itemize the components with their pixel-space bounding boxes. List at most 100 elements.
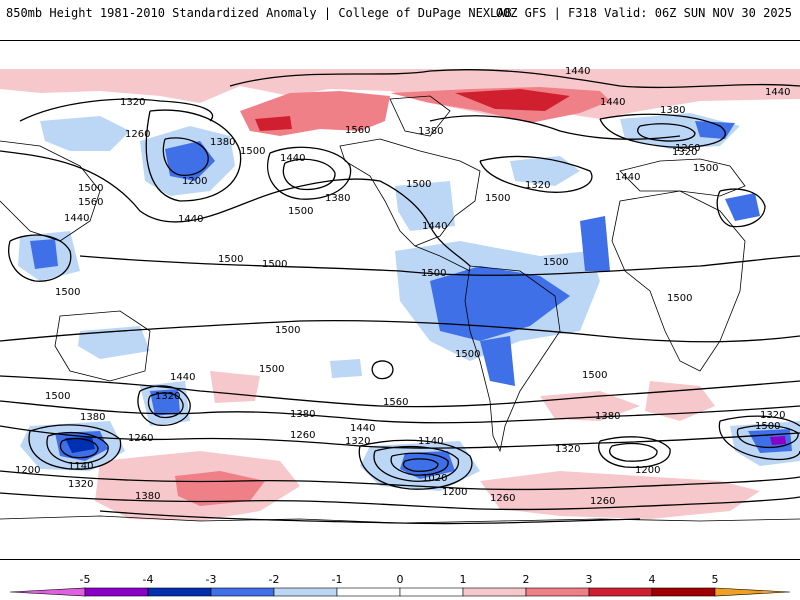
contour-label: 1380 <box>325 193 350 204</box>
colorbar-tick-label: -5 <box>80 573 91 586</box>
colorbar-tick-label: 2 <box>523 573 530 586</box>
contour-label: 1380 <box>595 411 620 422</box>
colorbar-tick-label: -1 <box>332 573 343 586</box>
contour-label: 1560 <box>345 125 370 136</box>
neg-anom-siberia <box>40 116 130 151</box>
contour-1500-us <box>379 180 471 267</box>
colorbar-swatch <box>714 587 791 597</box>
colorbar-swatch <box>336 587 401 597</box>
contour-1320-europe <box>599 113 726 148</box>
height-contours <box>0 69 800 525</box>
contour-label: 1440 <box>600 97 625 108</box>
contour-1500-subtropical <box>79 255 800 276</box>
contour-label: 1500 <box>275 325 300 336</box>
contour-label: 1140 <box>418 436 443 447</box>
neg-anom-tropical-atlantic-core <box>430 266 570 341</box>
contour-label: 1320 <box>555 444 580 455</box>
contour-label: 1500 <box>755 421 780 432</box>
contour-label: 1440 <box>280 153 305 164</box>
contour-label: 1500 <box>543 257 568 268</box>
neg-anom-south-atlantic-low-core <box>400 451 455 479</box>
coast-central-america <box>414 245 471 272</box>
colorbar-swatch <box>9 587 86 597</box>
pos-anom-scandinavia-core <box>455 89 570 111</box>
contour-label: 1500 <box>455 349 480 360</box>
colorbar-tick-label: -2 <box>269 573 280 586</box>
neg-anom-indian-low-deep <box>770 436 786 445</box>
contour-label: 1500 <box>421 268 446 279</box>
coast-asia-east <box>0 140 101 242</box>
contour-1500-west-pac <box>8 234 72 282</box>
contour-label: 1500 <box>406 179 431 190</box>
colorbar-tick-label: 1 <box>460 573 467 586</box>
contour-label: 1200 <box>442 487 467 498</box>
colorbar-tick-label: 5 <box>712 573 719 586</box>
contour-labels: 1440 1440 1440 1320 1260 1380 1500 1560 … <box>15 66 790 507</box>
contour-label: 1500 <box>667 293 692 304</box>
colorbar-swatches <box>9 587 791 597</box>
contour-1320-south <box>0 425 800 449</box>
contour-1260-europe-core <box>637 123 696 142</box>
contour-label: 1440 <box>765 87 790 98</box>
contour-1500-south-pac-small <box>371 360 394 380</box>
contour-label: 1560 <box>78 197 103 208</box>
colorbar-swatch <box>462 587 527 597</box>
pos-anom-southern-ocean-2 <box>175 471 265 506</box>
neg-anom-south-pacific-scatter2 <box>78 326 150 359</box>
contour-1260-south-low2 <box>358 439 473 490</box>
contour-1380-north-atlantic <box>429 115 681 140</box>
header: 850mb Height 1981-2010 Standardized Anom… <box>0 0 800 30</box>
neg-anom-africa-core <box>580 216 610 271</box>
contour-label: 1500 <box>262 259 287 270</box>
contour-label: 1380 <box>135 491 160 502</box>
contour-label: 1380 <box>660 105 685 116</box>
contour-label: 1500 <box>55 287 80 298</box>
contour-label: 1200 <box>635 465 660 476</box>
contour-label: 1500 <box>218 254 243 265</box>
contour-label: 1320 <box>68 479 93 490</box>
contour-1200-south-low4 <box>736 424 799 449</box>
contour-1260-south-low1 <box>28 424 122 470</box>
neg-anom-us-central <box>395 181 455 231</box>
contour-label: 1320 <box>525 180 550 191</box>
contour-label: 1020 <box>422 473 447 484</box>
contour-1500-equator <box>0 320 800 343</box>
contour-1260-antarctic <box>99 510 641 525</box>
contour-label: 1320 <box>760 410 785 421</box>
contour-1200-south-low1 <box>46 431 109 465</box>
contour-label: 1440 <box>64 213 89 224</box>
contour-1320-antarctic <box>0 492 800 511</box>
neg-anom-south-pacific-low2-core <box>150 389 180 416</box>
neg-anom-alaska-core <box>165 141 215 181</box>
contour-label: 1500 <box>45 391 70 402</box>
contour-label: 1320 <box>155 391 180 402</box>
contour-1380-alaska <box>145 109 242 202</box>
anomaly-map: 1440 1440 1440 1320 1260 1380 1500 1560 … <box>0 40 800 560</box>
contour-label: 1200 <box>182 176 207 187</box>
contour-label: 1260 <box>590 496 615 507</box>
contour-label: 1440 <box>178 214 203 225</box>
coast-south-america <box>464 265 561 453</box>
contour-label: 1260 <box>290 430 315 441</box>
contour-1380-pacific-low <box>282 158 336 191</box>
contour-label: 1440 <box>350 423 375 434</box>
neg-anom-mediterranean <box>725 193 760 221</box>
colorbar-tick-label: 4 <box>649 573 656 586</box>
model-valid-time: 00Z GFS | F318 Valid: 06Z SUN NOV 30 202… <box>495 6 792 20</box>
contour-label: 1260 <box>675 143 700 154</box>
contour-label: 1500 <box>259 364 284 375</box>
contour-1140-south-low2 <box>390 452 449 476</box>
colorbar-swatch <box>210 587 275 597</box>
neg-anom-south-pacific-low1-deep <box>65 437 95 453</box>
pos-anom-southern-ocean-3 <box>480 471 760 519</box>
pos-anom-indian-ocean <box>645 381 715 421</box>
contour-1140-south-low1 <box>59 437 99 459</box>
contour-label: 1440 <box>170 372 195 383</box>
contour-label: 1440 <box>615 172 640 183</box>
contour-label: 1320 <box>120 97 145 108</box>
contour-label: 1260 <box>490 493 515 504</box>
contour-1380-south-pac-low <box>147 392 184 419</box>
contour-1440-alaska-inner <box>162 137 209 176</box>
map-canvas: 1440 1440 1440 1320 1260 1380 1500 1560 … <box>0 66 800 525</box>
colorbar-swatch <box>525 587 590 597</box>
